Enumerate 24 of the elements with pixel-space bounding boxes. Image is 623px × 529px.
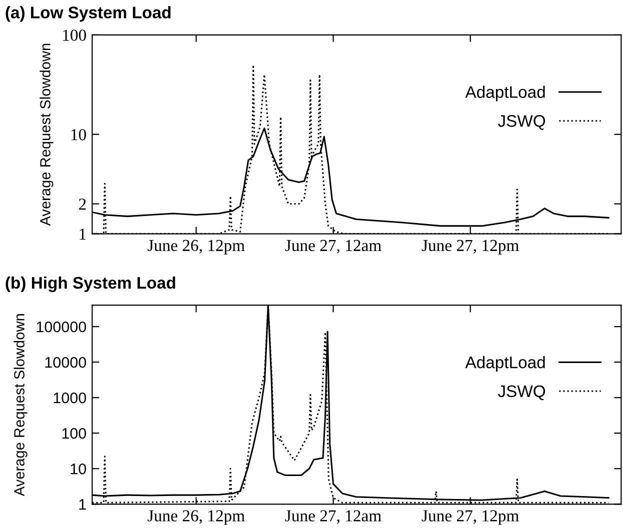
x-tick-label: June 26, 12pm (148, 510, 245, 525)
y-tick-label: 100 (63, 30, 86, 41)
y-axis-title: Average Request Slowdown (40, 44, 54, 226)
y-tick-label: 1 (79, 499, 86, 510)
x-tick-label: June 27, 12pm (422, 510, 519, 525)
y-tick-label: 100 (62, 428, 86, 439)
y-axis-title: Average Request Slowdown (14, 314, 28, 496)
y-tick-label: 1000 (54, 392, 86, 404)
y-tick-label: 100000 (36, 321, 86, 332)
y-tick-label: 10 (71, 129, 86, 140)
legend-label: JSWQ (498, 115, 546, 130)
y-tick-label: 10 (70, 464, 86, 474)
x-tick-label: June 26, 12pm (148, 240, 245, 254)
y-tick-label: 1 (80, 228, 86, 240)
chart-title: (a) Low System Load (6, 6, 171, 22)
x-tick-label: June 27, 12am (285, 240, 382, 254)
x-tick-label: June 27, 12am (285, 510, 382, 524)
legend-label: AdaptLoad (465, 86, 545, 102)
x-tick-label: June 27, 12pm (422, 240, 519, 254)
chart-title: (b) High System Load (6, 276, 176, 292)
y-tick-label: 2 (79, 198, 86, 210)
legend-label: JSWQ (498, 385, 546, 400)
legend-label: AdaptLoad (465, 356, 545, 372)
y-tick-label: 10000 (45, 356, 86, 368)
